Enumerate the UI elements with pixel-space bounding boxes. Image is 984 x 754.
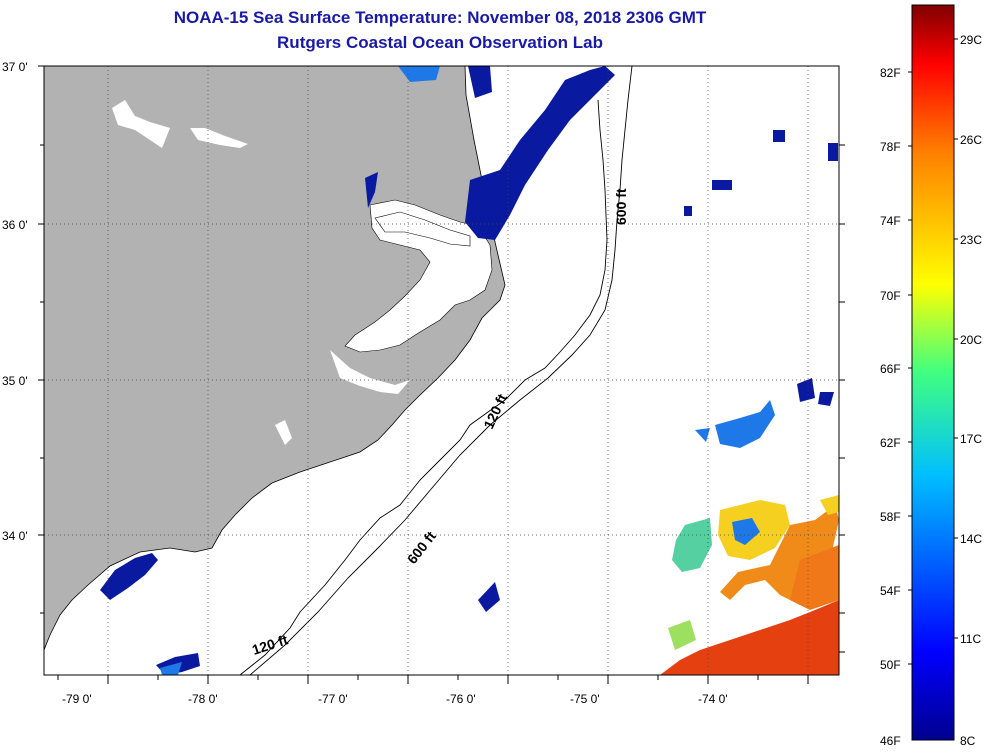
contour-120ft xyxy=(239,99,608,675)
lon-label-76: -76 0' xyxy=(446,692,476,706)
inland-lake xyxy=(190,128,248,148)
sst-warm-patches xyxy=(660,495,839,675)
colorbar-f-66: 66F xyxy=(880,362,901,376)
colorbar-f-82: 82F xyxy=(880,66,901,80)
colorbar-f-78: 78F xyxy=(880,140,901,154)
map-title: NOAA-15 Sea Surface Temperature: Novembe… xyxy=(173,8,707,27)
colorbar-c-14: 14C xyxy=(960,532,982,546)
colorbar-c-26: 26C xyxy=(960,133,982,147)
lon-label-75: -75 0' xyxy=(570,692,600,706)
sst-cold-patches xyxy=(100,66,838,675)
axis-ticks xyxy=(38,65,845,684)
lat-label-34: 34 0' xyxy=(2,529,28,543)
colorbar-c-23: 23C xyxy=(960,233,982,247)
lon-label-77: -77 0' xyxy=(318,692,348,706)
bay-small xyxy=(275,420,292,445)
contour-600ft xyxy=(249,66,633,675)
map-frame xyxy=(43,65,840,676)
lon-label-79: -79 0' xyxy=(62,692,92,706)
colorbar-c-17: 17C xyxy=(960,432,982,446)
colorbar-c-20: 20C xyxy=(960,333,982,347)
colorbar-f-70: 70F xyxy=(880,289,901,303)
grid-lines xyxy=(44,66,839,675)
lon-label-74: -74 0' xyxy=(698,692,728,706)
colorbar-f-50: 50F xyxy=(880,658,901,672)
colorbar xyxy=(911,4,955,741)
colorbar-f-62: 62F xyxy=(880,436,901,450)
colorbar-ticks xyxy=(908,38,958,665)
albemarle-sound xyxy=(374,211,471,247)
colorbar-f-46: 46F xyxy=(880,734,901,748)
colorbar-c-29: 29C xyxy=(960,33,982,47)
contour-label-600ft-north: 600 ft xyxy=(613,188,629,225)
colorbar-c-11: 11C xyxy=(960,632,981,646)
colorbar-f-58: 58F xyxy=(880,510,901,524)
colorbar-f-54: 54F xyxy=(880,584,901,598)
inland-river xyxy=(112,100,170,148)
map-subtitle: Rutgers Coastal Ocean Observation Lab xyxy=(277,33,603,52)
colorbar-f-74: 74F xyxy=(880,214,901,228)
colorbar-c-8: 8C xyxy=(960,734,976,748)
sst-cool-patches xyxy=(160,66,775,675)
lon-label-78: -78 0' xyxy=(188,692,218,706)
lat-label-36: 36 0' xyxy=(2,218,28,232)
pamlico-river xyxy=(330,350,410,394)
lat-label-35: 35 0' xyxy=(2,374,28,388)
lat-label-37: 37 0' xyxy=(2,60,28,74)
